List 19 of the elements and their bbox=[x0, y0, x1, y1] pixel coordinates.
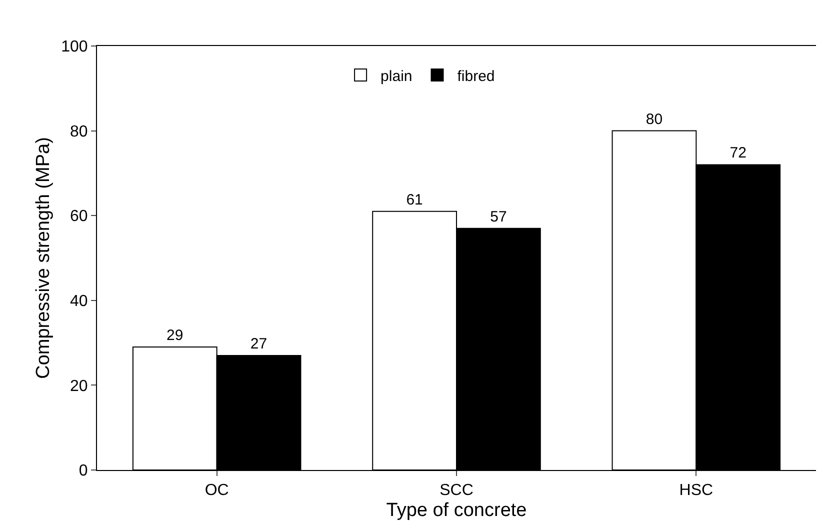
x-tick-label: SCC bbox=[440, 482, 474, 500]
y-axis-title: Compressive strength (MPa) bbox=[32, 137, 54, 379]
y-tick-label: 40 bbox=[70, 293, 88, 310]
data-label: 27 bbox=[250, 336, 268, 353]
y-tick-label: 80 bbox=[70, 123, 88, 140]
x-axis-title: Type of concrete bbox=[386, 500, 527, 521]
x-tick-label: OC bbox=[204, 482, 229, 500]
data-label: 29 bbox=[166, 327, 184, 344]
data-label: 57 bbox=[490, 208, 507, 226]
legend-label: plain bbox=[380, 68, 412, 85]
y-tick-label: 100 bbox=[61, 38, 88, 56]
y-tick-label: 20 bbox=[70, 378, 88, 395]
data-label: 61 bbox=[406, 191, 423, 208]
legend-label: fibred bbox=[457, 68, 495, 85]
y-tick-label: 0 bbox=[78, 462, 88, 480]
data-label: 80 bbox=[646, 110, 663, 128]
y-tick-label: 60 bbox=[70, 208, 88, 226]
x-tick-label: HSC bbox=[679, 482, 714, 500]
data-label: 72 bbox=[730, 144, 746, 162]
